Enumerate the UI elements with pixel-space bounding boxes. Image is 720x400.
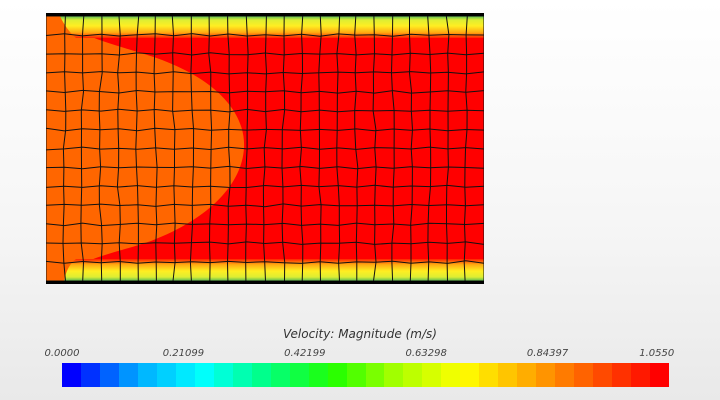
top-wall	[46, 13, 484, 16]
mesh-line-horizontal	[46, 203, 484, 208]
colorbar-segment	[156, 363, 176, 387]
top-wall-corner	[46, 16, 76, 38]
colorbar-segment	[327, 363, 347, 387]
mesh-line-horizontal	[46, 184, 484, 189]
mesh-line-vertical	[208, 15, 213, 282]
colorbar-segment	[498, 363, 518, 387]
mesh-line-vertical	[262, 15, 268, 282]
colorbar-segment	[289, 363, 309, 387]
mesh-line-horizontal	[46, 89, 484, 94]
colorbar-segment	[403, 363, 423, 387]
mesh-line-horizontal	[46, 222, 484, 227]
colorbar-segment	[384, 363, 404, 387]
mesh-line-horizontal	[46, 165, 484, 170]
colorbar	[62, 363, 669, 387]
colorbar-segment	[118, 363, 138, 387]
mesh-line-horizontal	[46, 260, 484, 264]
colorbar-segment	[593, 363, 613, 387]
colorbar-segment	[650, 363, 669, 387]
mesh-line-vertical	[336, 15, 341, 282]
colorbar-segment	[536, 363, 556, 387]
colorbar-tick-label: 0.21099	[162, 348, 205, 359]
colorbar-segment	[612, 363, 632, 387]
mesh-line-horizontal	[46, 146, 484, 151]
mesh-line-vertical	[299, 15, 304, 282]
colorbar-segment	[422, 363, 442, 387]
velocity-contour-plot[interactable]	[46, 13, 484, 284]
colorbar-tick-label: 0.0000	[44, 348, 80, 359]
colorbar-segment	[555, 363, 575, 387]
mesh-line-vertical	[226, 15, 231, 282]
colorbar-segment	[574, 363, 594, 387]
colorbar-tick-label: 0.42199	[284, 348, 326, 359]
colorbar-segment	[175, 363, 195, 387]
colorbar-segment	[460, 363, 480, 387]
colorbar-segment	[99, 363, 119, 387]
colorbar-segment	[232, 363, 252, 387]
colorbar-segment	[270, 363, 290, 387]
colorbar-segment	[517, 363, 537, 387]
colorbar-segment	[365, 363, 385, 387]
mesh-line-vertical	[153, 15, 158, 282]
mesh-line-vertical	[171, 15, 176, 282]
colorbar-segment	[631, 363, 651, 387]
mesh-line-vertical	[318, 15, 322, 282]
mesh-line-horizontal	[46, 108, 484, 113]
mesh-line-horizontal	[46, 33, 484, 37]
bottom-wall-corner	[46, 259, 76, 281]
mesh-line-vertical	[135, 15, 140, 282]
mesh-line-horizontal	[46, 71, 484, 75]
colorbar-segment	[137, 363, 157, 387]
colorbar-tick-label: 0.63298	[405, 348, 447, 359]
mesh-line-vertical	[354, 15, 359, 281]
mesh-line-vertical	[463, 15, 468, 282]
colorbar-segment	[479, 363, 499, 387]
colorbar-segment	[251, 363, 271, 387]
mesh-line-horizontal	[46, 241, 484, 245]
mesh-grid	[46, 15, 484, 282]
legend-title: Velocity: Magnitude (m/s)	[283, 327, 437, 341]
colorbar-segment	[308, 363, 328, 387]
bottom-wall	[46, 281, 484, 284]
mesh-line-horizontal	[46, 52, 484, 56]
mesh-line-horizontal	[46, 127, 484, 132]
colorbar-segment	[441, 363, 461, 387]
colorbar-segment	[62, 363, 81, 387]
colorbar-tick-label: 0.84397	[526, 348, 569, 359]
colorbar-segment	[346, 363, 366, 387]
mesh-line-vertical	[372, 15, 377, 282]
colorbar-segment	[213, 363, 233, 387]
colorbar-segment	[194, 363, 214, 387]
colorbar-segment	[80, 363, 100, 387]
colorbar-tick-label: 1.0550	[639, 348, 675, 359]
mesh-line-vertical	[427, 15, 432, 282]
mesh-line-vertical	[80, 15, 85, 282]
